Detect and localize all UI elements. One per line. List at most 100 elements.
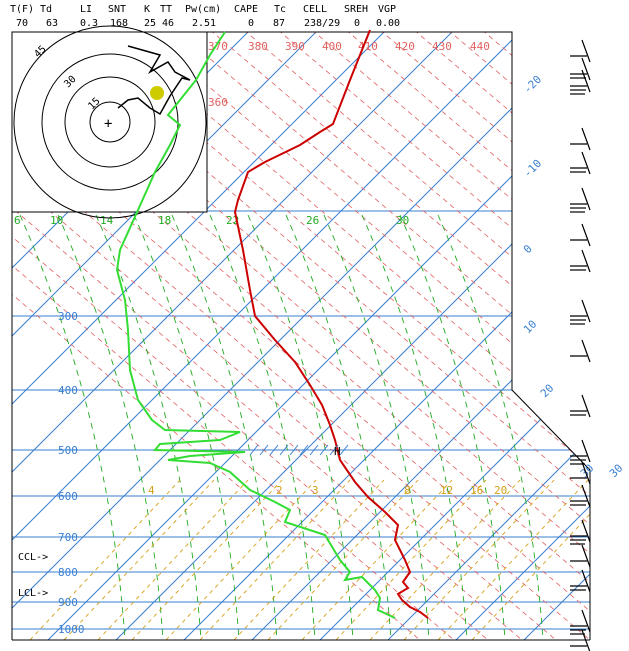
- mixing-ratio-label: 20: [494, 484, 507, 497]
- mixing-ratio-line: [233, 479, 385, 640]
- dry-adiabat-line: [413, 32, 590, 640]
- isotherm-line: [12, 32, 553, 640]
- wind-barb-staff: [581, 439, 591, 463]
- hatch-mark: [329, 444, 339, 456]
- moist-adiabat-line: [95, 214, 202, 640]
- header-value: 2.51: [192, 18, 217, 29]
- mixing-ratio-line: [97, 479, 249, 640]
- header-value: 46: [162, 18, 175, 29]
- wind-barb-staff: [581, 394, 591, 418]
- hodograph-trace: [117, 45, 191, 116]
- wind-barb: [570, 339, 591, 363]
- dry-adiabat-line: [243, 32, 590, 640]
- moist-adiabat-line: [247, 214, 354, 640]
- wind-barb: [570, 223, 591, 247]
- isotherm-line: [12, 32, 349, 640]
- wind-barb-staff: [581, 151, 591, 175]
- wind-barb-staff: [581, 127, 591, 151]
- dry-adiabat-line: [12, 32, 590, 640]
- dry-adiabat-line: [107, 32, 590, 640]
- mixing-ratio-line: [267, 479, 419, 640]
- hodograph-box: [11, 31, 208, 213]
- dry-adiabat-line: [583, 32, 590, 640]
- isotherm-label: 10: [521, 318, 540, 337]
- wind-barb-staff: [581, 69, 591, 93]
- dry-adiabat-line: [481, 32, 590, 640]
- wind-barb-staff: [581, 519, 591, 543]
- moist-adiabat-line: [323, 214, 430, 640]
- isotherm-line: [319, 32, 590, 640]
- hodograph-storm-point: [150, 86, 164, 100]
- moist-adiabat-line: [361, 214, 468, 640]
- header-value: 63: [46, 18, 59, 29]
- moist-adiabat-label: 14: [100, 214, 114, 227]
- dry-adiabat-line: [175, 32, 590, 640]
- moist-adiabat-line: [437, 214, 544, 640]
- dry-adiabat-line: [311, 32, 590, 640]
- pressure-label: 700: [58, 531, 78, 544]
- wind-barb: [570, 299, 591, 325]
- header-value: 0: [248, 18, 255, 29]
- wind-barb-staff: [581, 569, 591, 593]
- hatch-mark: [279, 444, 289, 456]
- wind-barb: [570, 57, 591, 81]
- dry-adiabat-line: [277, 32, 590, 640]
- moist-adiabat-label: 18: [158, 214, 171, 227]
- header-value: 87: [273, 18, 286, 29]
- dry-adiabat-label: 420: [395, 40, 415, 53]
- wind-barb: [570, 544, 591, 568]
- isotherm-label: -10: [521, 157, 544, 180]
- wind-barb-staff: [581, 39, 591, 63]
- wind-barb: [570, 39, 591, 63]
- header-label: SREH: [344, 4, 369, 15]
- isotherm-line: [183, 32, 590, 640]
- mixing-ratio-label: 4: [148, 484, 155, 497]
- header-value: 70: [16, 18, 29, 29]
- hatch-mark: [319, 444, 329, 456]
- dry-adiabat-label: 400: [322, 40, 342, 53]
- moist-adiabat-line: [171, 214, 278, 640]
- mixing-ratio-label: 16: [470, 484, 483, 497]
- wind-barb: [570, 69, 591, 95]
- hodograph-ring: [41, 53, 179, 191]
- isotherm-line: [592, 0, 629, 640]
- pressure-label: 400: [58, 384, 78, 397]
- header-label: SNT: [108, 4, 127, 15]
- header-label: CAPE: [234, 4, 259, 15]
- dry-adiabat-line: [447, 32, 590, 640]
- dry-adiabat-line: [141, 32, 590, 640]
- header-label: TT: [160, 4, 173, 15]
- dry-adiabat-line: [515, 32, 590, 640]
- wind-barb-staff: [581, 249, 591, 273]
- temperature-trace: [233, 29, 429, 619]
- mixing-ratio-line: [437, 479, 589, 640]
- isotherm-label: 0: [521, 242, 535, 256]
- wind-barb: [570, 461, 591, 485]
- moist-adiabat-label: 26: [306, 214, 319, 227]
- wind-barb-staff: [581, 609, 591, 633]
- dry-adiabat-label: 360: [208, 96, 228, 109]
- isotherm-label: 30: [607, 462, 626, 481]
- moist-adiabat-line: [285, 214, 392, 640]
- wind-barb-staff: [581, 299, 591, 323]
- moist-adiabat-label: 10: [50, 214, 63, 227]
- hatch-mark: [269, 444, 279, 456]
- dry-adiabat-line: [345, 32, 590, 640]
- header-label: CELL: [303, 4, 328, 15]
- dry-adiabat-line: [12, 32, 455, 640]
- wind-barb: [570, 394, 591, 418]
- header-label: LI: [80, 4, 93, 15]
- isotherm-line: [12, 32, 417, 640]
- isotherm-line: [0, 0, 8, 640]
- hodograph-ring: [89, 101, 131, 143]
- header-value: 0: [354, 18, 361, 29]
- pressure-label: 600: [58, 490, 78, 503]
- moist-adiabat-line: [57, 214, 164, 640]
- header-value: 0.00: [376, 18, 401, 29]
- moist-adiabat-line: [209, 214, 316, 640]
- wind-barb: [570, 569, 591, 593]
- header-label: T(F): [10, 4, 35, 15]
- dry-adiabat-line: [379, 32, 590, 640]
- mixing-ratio-line: [63, 479, 215, 640]
